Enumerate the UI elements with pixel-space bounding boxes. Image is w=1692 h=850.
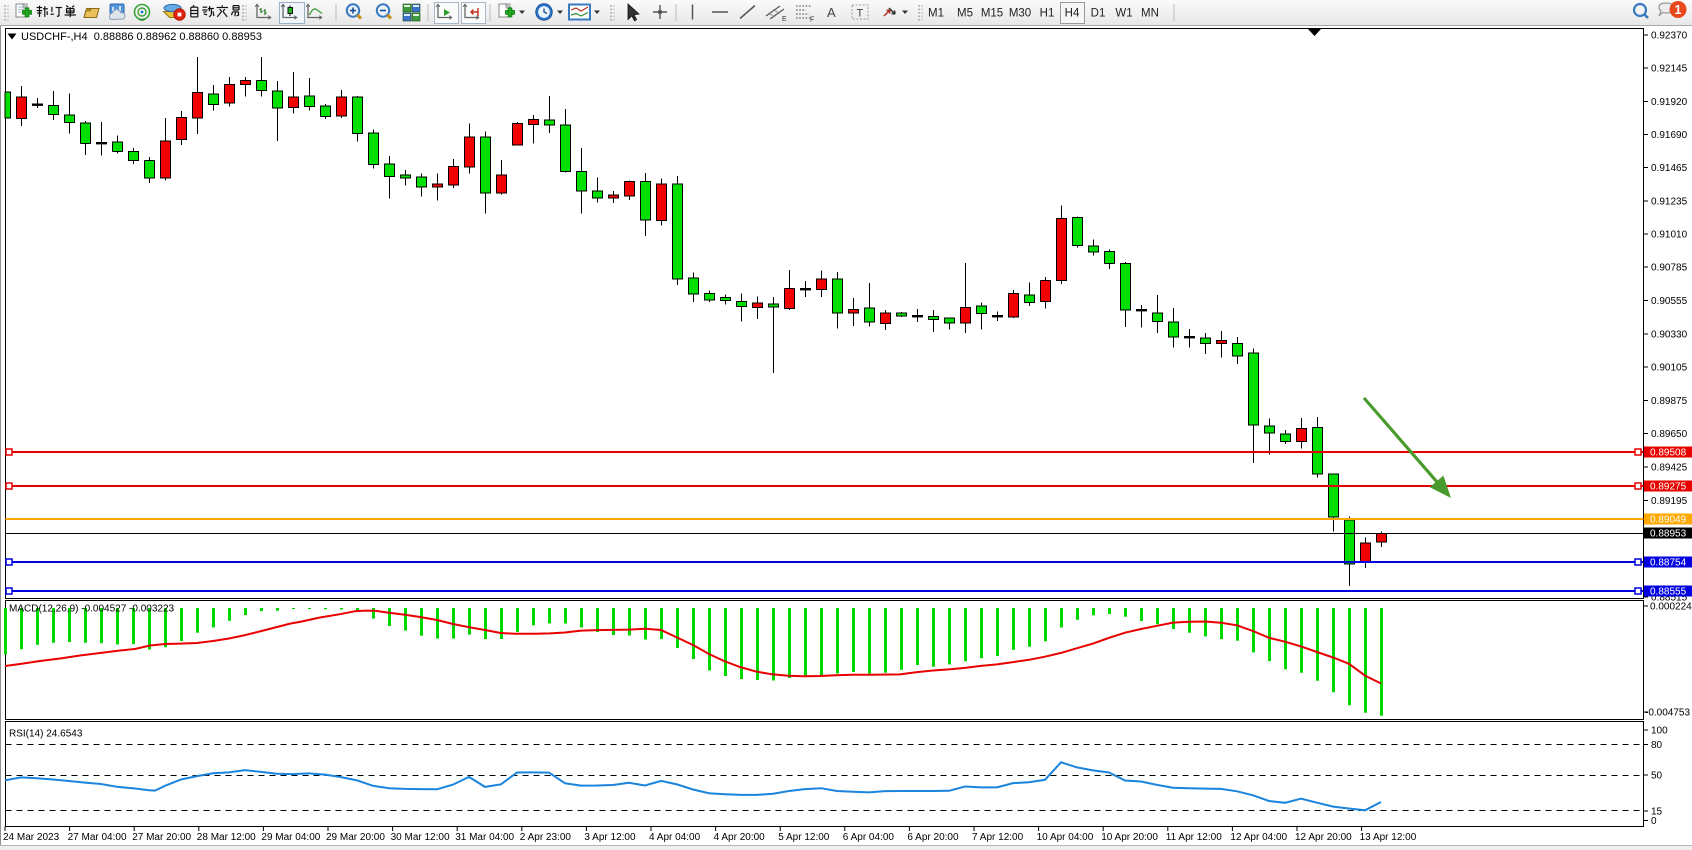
svg-text:4 Apr 20:00: 4 Apr 20:00 [714, 832, 766, 843]
svg-text:13 Apr 12:00: 13 Apr 12:00 [1360, 832, 1417, 843]
svg-text:30 Mar 12:00: 30 Mar 12:00 [391, 832, 450, 843]
svg-text:12 Apr 04:00: 12 Apr 04:00 [1230, 832, 1287, 843]
svg-text:0.89650: 0.89650 [1651, 429, 1688, 440]
svg-text:M5: M5 [957, 8, 973, 20]
svg-text:12 Apr 20:00: 12 Apr 20:00 [1295, 832, 1352, 843]
svg-text:11 Apr 12:00: 11 Apr 12:00 [1166, 832, 1222, 843]
svg-text:0.88555: 0.88555 [1650, 587, 1687, 598]
svg-text:0.000224: 0.000224 [1650, 602, 1692, 613]
svg-text:0.90105: 0.90105 [1651, 363, 1688, 374]
svg-text:0.90785: 0.90785 [1651, 263, 1688, 274]
svg-text:0.91465: 0.91465 [1651, 163, 1688, 174]
svg-text:0.92145: 0.92145 [1651, 64, 1688, 75]
svg-text:2 Apr 23:00: 2 Apr 23:00 [520, 832, 572, 843]
svg-text:0.89049: 0.89049 [1650, 515, 1687, 526]
svg-text:M1: M1 [928, 8, 944, 20]
svg-text:A: A [827, 5, 836, 20]
svg-text:7 Apr 12:00: 7 Apr 12:00 [972, 832, 1024, 843]
svg-text:27 Mar 20:00: 27 Mar 20:00 [132, 832, 191, 843]
svg-text:80: 80 [1651, 740, 1663, 751]
svg-text:10 Apr 20:00: 10 Apr 20:00 [1101, 832, 1158, 843]
svg-text:10 Apr 04:00: 10 Apr 04:00 [1037, 832, 1094, 843]
svg-text:6 Apr 20:00: 6 Apr 20:00 [907, 832, 959, 843]
svg-text:0.91235: 0.91235 [1651, 197, 1688, 208]
svg-text:0.91690: 0.91690 [1651, 130, 1688, 141]
svg-text:H4: H4 [1065, 8, 1080, 20]
svg-text:50: 50 [1651, 771, 1663, 782]
svg-text:MN: MN [1141, 8, 1159, 20]
svg-text:E: E [782, 16, 787, 23]
svg-text:0.89275: 0.89275 [1650, 482, 1687, 493]
svg-text:M15: M15 [981, 8, 1003, 20]
svg-text:W1: W1 [1115, 8, 1132, 20]
svg-text:3 Apr 12:00: 3 Apr 12:00 [584, 832, 636, 843]
svg-text:0.88754: 0.88754 [1650, 558, 1687, 569]
svg-text:USDCHF-,H4 0.88886 0.88962 0.: USDCHF-,H4 0.88886 0.88962 0.88860 0.889… [21, 31, 262, 43]
svg-text:100: 100 [1651, 726, 1668, 737]
svg-text:RSI(14) 24.6543: RSI(14) 24.6543 [9, 729, 83, 740]
svg-text:0.89508: 0.89508 [1650, 448, 1687, 459]
svg-text:0.88953: 0.88953 [1650, 529, 1687, 540]
svg-text:0: 0 [1651, 816, 1657, 827]
svg-text:0.90555: 0.90555 [1651, 296, 1688, 307]
svg-text:0.89425: 0.89425 [1651, 463, 1688, 474]
svg-text:0.92370: 0.92370 [1651, 31, 1688, 42]
svg-text:0.90330: 0.90330 [1651, 330, 1688, 341]
svg-text:0.88515: 0.88515 [1651, 593, 1688, 604]
svg-text:31 Mar 04:00: 31 Mar 04:00 [455, 832, 514, 843]
svg-text:5 Apr 12:00: 5 Apr 12:00 [778, 832, 830, 843]
svg-text:0.89875: 0.89875 [1651, 396, 1688, 407]
svg-text:MACD(12,26,9) -0.004527 -0.003: MACD(12,26,9) -0.004527 -0.003223 [9, 604, 175, 615]
svg-text:0.89195: 0.89195 [1651, 496, 1688, 507]
svg-text:29 Mar 20:00: 29 Mar 20:00 [326, 832, 385, 843]
svg-text:1: 1 [1675, 3, 1682, 17]
svg-text:H1: H1 [1040, 8, 1055, 20]
svg-text:28 Mar 12:00: 28 Mar 12:00 [197, 832, 256, 843]
svg-text:-0.004753: -0.004753 [1645, 708, 1690, 719]
svg-text:15: 15 [1651, 807, 1663, 818]
svg-text:T: T [857, 8, 864, 20]
svg-text:D1: D1 [1091, 8, 1106, 20]
svg-text:27 Mar 04:00: 27 Mar 04:00 [68, 832, 127, 843]
svg-text:M30: M30 [1009, 8, 1031, 20]
svg-text:4 Apr 04:00: 4 Apr 04:00 [649, 832, 701, 843]
svg-text:0.91920: 0.91920 [1651, 97, 1688, 108]
svg-text:6 Apr 04:00: 6 Apr 04:00 [843, 832, 895, 843]
svg-text:24 Mar 2023: 24 Mar 2023 [3, 832, 60, 843]
svg-text:0.91010: 0.91010 [1651, 230, 1688, 241]
svg-text:29 Mar 04:00: 29 Mar 04:00 [261, 832, 320, 843]
svg-text:F: F [810, 17, 814, 24]
